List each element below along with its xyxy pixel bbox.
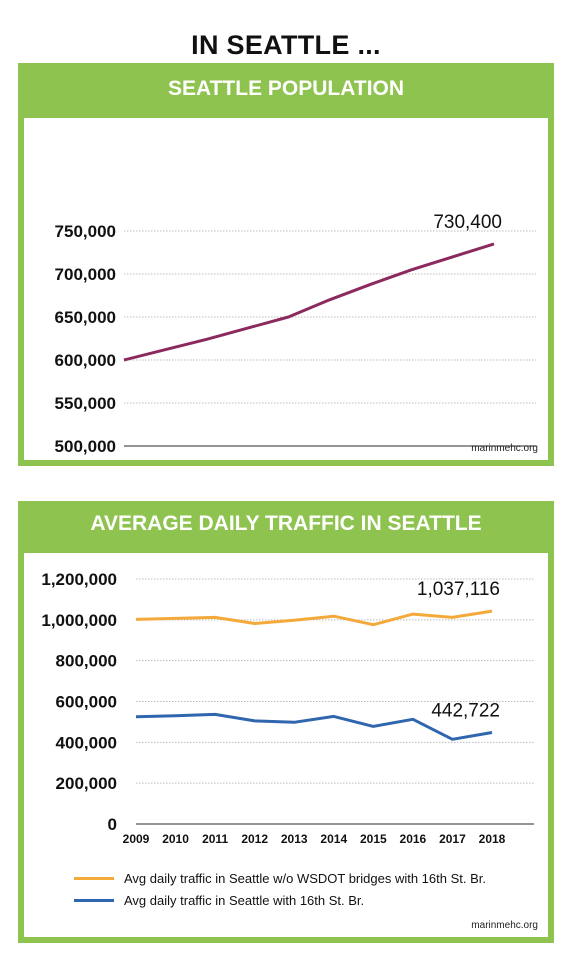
traffic-chart-panel: AVERAGE DAILY TRAFFIC IN SEATTLE 0 200,00… <box>18 501 554 943</box>
legend-item-orange: Avg daily traffic in Seattle w/o WSDOT b… <box>74 867 486 889</box>
traffic-source: marinmehc.org <box>471 920 538 931</box>
traffic-series-line-0 <box>135 609 493 627</box>
population-chart-area: 500,000 550,000 600,000 650,000 700,000 750,0… <box>24 118 548 460</box>
population-y-tick-label: 750,000 <box>55 222 116 241</box>
population-y-tick-label: 600,000 <box>55 351 116 370</box>
traffic-chart-area: 0 200,000 400,000 600,000 800,000 1,000,000 1,… <box>24 553 548 937</box>
traffic-x-tick-label: 2011 <box>202 832 228 846</box>
legend-label-orange: Avg daily traffic in Seattle w/o WSDOT b… <box>124 870 486 886</box>
traffic-y-tick-label: 600,000 <box>56 693 117 712</box>
traffic-y-tick-label: 200,000 <box>56 774 117 793</box>
traffic-chart: 0 200,000 400,000 600,000 800,000 1,000,000 1,… <box>41 570 534 846</box>
population-y-tick-label: 500,000 <box>55 437 116 456</box>
population-source: marinmehc.org <box>471 443 538 454</box>
population-chart-panel: SEATTLE POPULATION 500,000 550,000 600,000… <box>18 63 554 466</box>
population-y-tick-label: 550,000 <box>55 394 116 413</box>
population-series-line-0 <box>123 242 495 362</box>
population-y-tick-label: 700,000 <box>55 265 116 284</box>
traffic-x-tick-label: 2018 <box>479 832 506 846</box>
traffic-annotation-1: 442,722 <box>431 701 500 722</box>
population-y-tick-label: 650,000 <box>55 308 116 327</box>
traffic-chart-title: AVERAGE DAILY TRAFFIC IN SEATTLE <box>90 512 482 535</box>
legend-item-blue: Avg daily traffic in Seattle with 16th S… <box>74 889 486 911</box>
traffic-x-tick-label: 2012 <box>241 832 268 846</box>
traffic-annotation-0: 1,037,116 <box>417 579 500 600</box>
traffic-x-tick-label: 2013 <box>281 832 308 846</box>
legend-swatch-blue <box>74 898 114 902</box>
traffic-y-tick-label: 400,000 <box>56 733 117 752</box>
traffic-x-tick-label: 2009 <box>123 832 150 846</box>
traffic-series-line-1 <box>135 712 493 741</box>
traffic-x-tick-label: 2014 <box>320 832 347 846</box>
traffic-x-tick-label: 2015 <box>360 832 387 846</box>
traffic-y-tick-label: 1,000,000 <box>41 611 117 630</box>
traffic-x-tick-label: 2010 <box>162 832 189 846</box>
population-annotation-0: 730,400 <box>433 212 502 233</box>
traffic-legend: Avg daily traffic in Seattle w/o WSDOT b… <box>74 867 486 911</box>
traffic-y-tick-label: 1,200,000 <box>41 570 117 589</box>
traffic-y-tick-label: 0 <box>108 815 117 834</box>
legend-swatch-orange <box>74 876 114 880</box>
page-title: IN SEATTLE ... <box>191 30 381 60</box>
legend-label-blue: Avg daily traffic in Seattle with 16th S… <box>124 892 365 908</box>
traffic-x-tick-label: 2016 <box>400 832 427 846</box>
population-chart: 500,000 550,000 600,000 650,000 700,000 750,0… <box>55 212 536 456</box>
population-chart-title: SEATTLE POPULATION <box>167 77 405 100</box>
traffic-y-tick-label: 800,000 <box>56 652 117 671</box>
traffic-x-tick-label: 2017 <box>439 832 466 846</box>
